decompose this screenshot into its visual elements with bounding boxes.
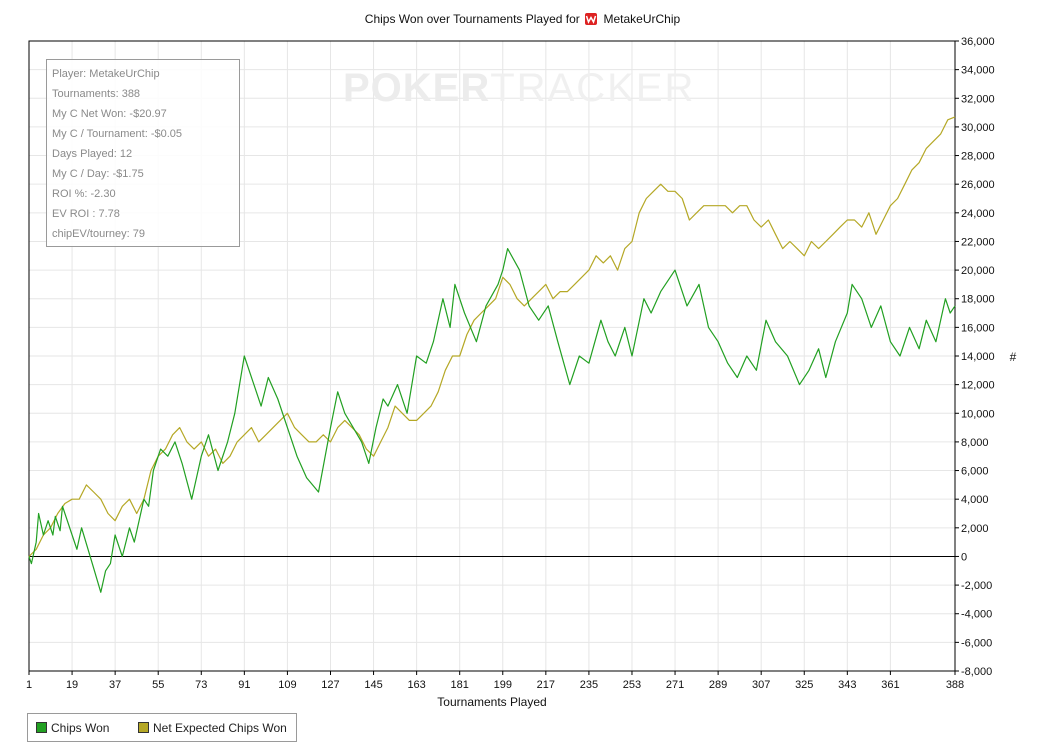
watermark-tracker: TRACKER (490, 66, 696, 110)
legend-item-chips-won[interactable]: Chips Won (36, 721, 109, 735)
legend-label-net-expected: Net Expected Chips Won (153, 721, 287, 735)
y-axis: -8,000 -6,000 -4,000 -2,000 0 2,000 4,000 6,000… (955, 36, 995, 678)
x-tick-label: 235 (580, 679, 598, 691)
y-tick-label: 2,000 (961, 523, 989, 535)
x-tick-label: 181 (451, 679, 469, 691)
x-tick-label: 307 (752, 679, 770, 691)
watermark-poker: POKER (343, 66, 491, 110)
x-tick-label: 55 (152, 679, 164, 691)
legend-label-chips-won: Chips Won (51, 721, 110, 735)
title-prefix: Chips Won over Tournaments Played for (364, 12, 580, 26)
x-tick-label: 163 (407, 679, 425, 691)
y-tick-label: 12,000 (961, 380, 995, 392)
x-axis: 1 19 37 55 73 91 109 127 145 163 181 199 217 235 253 27… (26, 671, 964, 691)
stats-box: Player: MetakeUrChip Tournaments: 388 My… (46, 59, 240, 247)
chart-grid (28, 40, 956, 672)
y-tick-label: 10,000 (961, 408, 995, 420)
x-tick-label: 109 (278, 679, 296, 691)
stat-ev-roi: EV ROI : 7.78 (52, 208, 120, 220)
y-tick-label: -8,000 (961, 666, 992, 678)
pokertracker-watermark: POKERTRACKER (343, 66, 695, 111)
player-name: MetakeUrChip (603, 12, 681, 26)
x-tick-label: 19 (66, 679, 78, 691)
x-tick-label: 325 (795, 679, 813, 691)
x-tick-label: 73 (195, 679, 207, 691)
x-tick-label: 388 (946, 679, 964, 691)
y-tick-label: -6,000 (961, 637, 992, 649)
site-logo-icon (585, 13, 598, 28)
y-tick-label: 30,000 (961, 122, 995, 134)
y-tick-label: 32,000 (961, 93, 995, 105)
chart-title: Chips Won over Tournaments Played for Me… (0, 12, 1045, 28)
y-tick-label: 8,000 (961, 437, 989, 449)
stat-chipev: chipEV/tourney: 79 (52, 228, 145, 240)
legend-item-net-expected[interactable]: Net Expected Chips Won (138, 721, 287, 735)
x-tick-label: 127 (321, 679, 339, 691)
y-tick-label: 6,000 (961, 466, 989, 478)
y-tick-label: 22,000 (961, 236, 995, 248)
x-tick-label: 37 (109, 679, 121, 691)
stat-per-day: My C / Day: -$1.75 (52, 168, 144, 180)
x-tick-label: 145 (364, 679, 382, 691)
y-tick-label: 0 (961, 551, 967, 563)
legend-swatch-net-expected (138, 722, 149, 733)
y-tick-label: -4,000 (961, 609, 992, 621)
x-tick-label: 91 (238, 679, 250, 691)
series-layer (28, 116, 956, 593)
x-tick-label: 1 (26, 679, 32, 691)
y-tick-label: 24,000 (961, 208, 995, 220)
y-tick-label: 34,000 (961, 65, 995, 77)
x-tick-label: 253 (623, 679, 641, 691)
stat-roi: ROI %: -2.30 (52, 188, 116, 200)
stat-days-played: Days Played: 12 (52, 148, 133, 160)
y-tick-label: 4,000 (961, 494, 989, 506)
y-tick-label: 16,000 (961, 322, 995, 334)
chart-legend: Chips Won Net Expected Chips Won (27, 713, 297, 742)
y-tick-label: 36,000 (961, 36, 995, 48)
x-axis-label: Tournaments Played (437, 695, 546, 709)
y-tick-label: 14,000 (961, 351, 995, 363)
y-tick-label: 18,000 (961, 294, 995, 306)
stat-per-tournament: My C / Tournament: -$0.05 (52, 128, 183, 140)
x-tick-label: 199 (494, 679, 512, 691)
y-axis-label: # (1010, 350, 1017, 364)
x-tick-label: 271 (666, 679, 684, 691)
series-line-chips-won (28, 248, 956, 593)
x-tick-label: 217 (537, 679, 555, 691)
series-line-net-expected (28, 116, 956, 557)
y-tick-label: 26,000 (961, 179, 995, 191)
legend-swatch-chips-won (36, 722, 47, 733)
stat-player: Player: MetakeUrChip (52, 68, 160, 80)
stat-tournaments: Tournaments: 388 (52, 88, 141, 100)
x-tick-label: 361 (881, 679, 899, 691)
y-tick-label: -2,000 (961, 580, 992, 592)
x-tick-label: 289 (709, 679, 727, 691)
y-tick-label: 20,000 (961, 265, 995, 277)
stat-net-won: My C Net Won: -$20.97 (52, 108, 167, 120)
x-tick-label: 343 (838, 679, 856, 691)
y-tick-label: 28,000 (961, 151, 995, 163)
